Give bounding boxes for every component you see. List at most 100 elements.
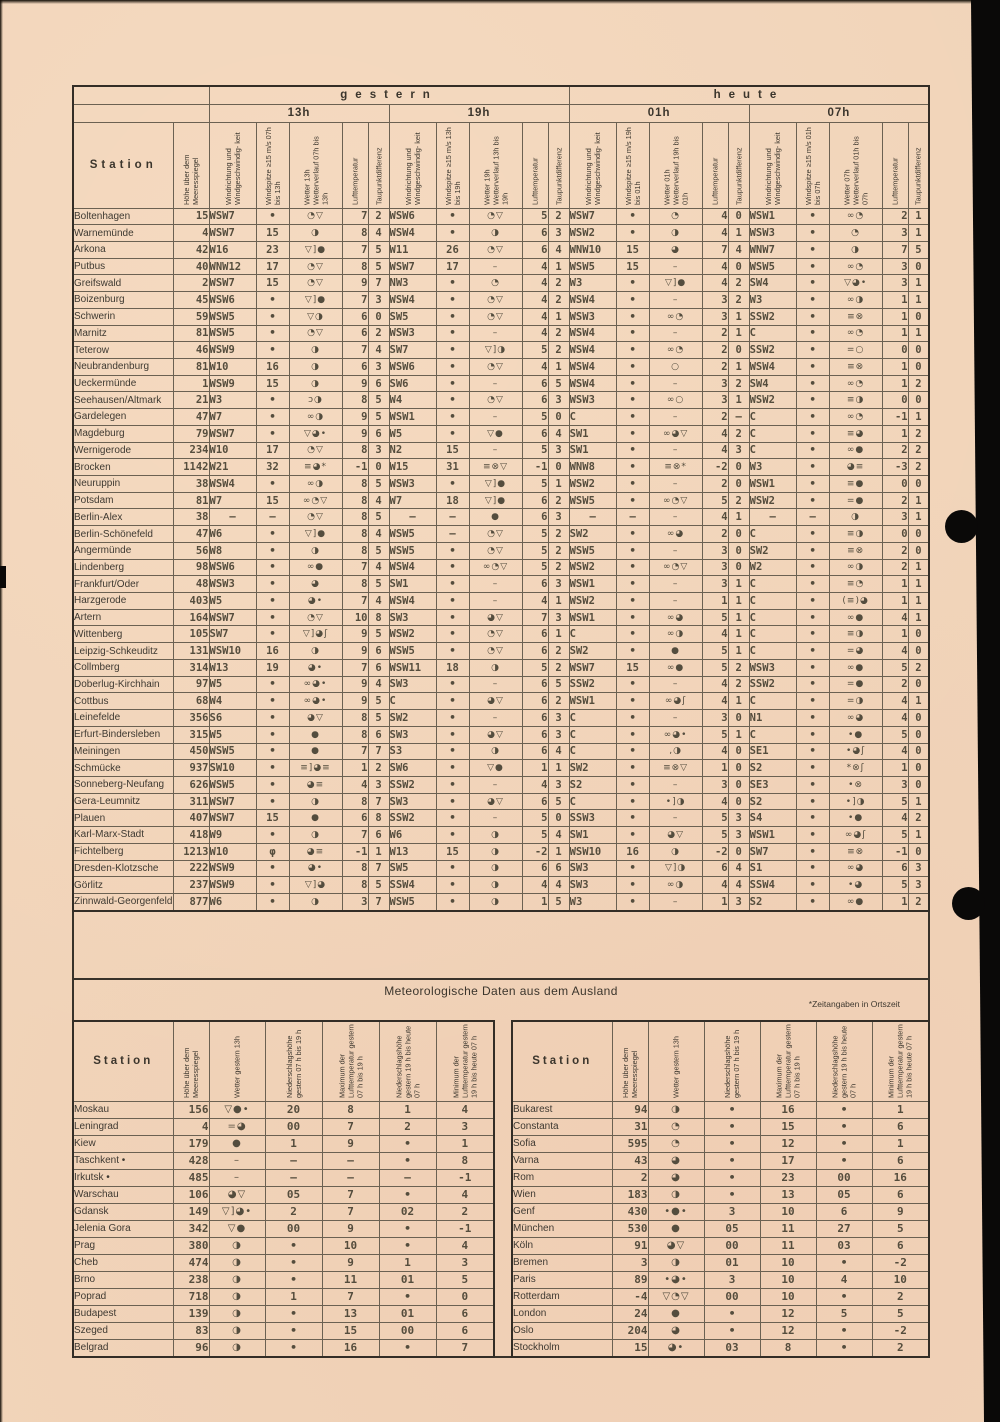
temperature-cell: 8 <box>341 441 369 460</box>
wind-direction: WSW <box>569 695 589 708</box>
table-row: Arkona 42 W16 23 ▽]● 7 5 W11 26 ◔▽ 6 4 WNW10 15 ◕ 7 4 WNW… <box>72 240 930 259</box>
temperature-cell: 8 <box>341 257 369 276</box>
weather-cell: ∞◔▽ <box>288 491 343 510</box>
weather-cell: ▽● <box>468 424 523 443</box>
gust-cell: • <box>795 575 830 594</box>
wind-direction: W <box>209 410 216 423</box>
wind-speed: 1 <box>768 828 775 841</box>
wind-speed: 2 <box>408 628 415 641</box>
gust-cell: • <box>795 608 830 627</box>
weather-cell: ● <box>208 1134 266 1153</box>
weather-cell: ◑ <box>208 1338 266 1358</box>
temperature-cell: 4 <box>521 274 549 293</box>
max-temp-cell: 7 <box>321 1287 380 1306</box>
wind-cell: WSW5 <box>568 257 617 276</box>
station-cell: Brocken <box>72 458 174 476</box>
gust-cell: 17 <box>255 257 290 276</box>
wind-speed: 3 <box>575 895 583 908</box>
wind-speed: 5 <box>228 778 235 791</box>
table-row: Frankfurt/Oder 48 WSW3 • ◕ 8 5 SW1 • –6 3 WSW1 • –3 1 C… <box>72 575 930 594</box>
column-label: Windspitze ≥15 m/s 19h bis 01h <box>623 127 642 205</box>
elevation-cell: 81 <box>172 324 210 343</box>
wind-speed: 2 <box>762 544 769 557</box>
wind-speed: 3 <box>755 293 763 306</box>
weather-cell: ◑ <box>288 374 343 393</box>
gust-cell: • <box>435 876 470 894</box>
weather-cell: ≡⊗ <box>828 307 883 326</box>
elevation-cell: 47 <box>172 408 210 426</box>
wind-speed: 3 <box>402 728 409 741</box>
wind-column-header: Windrichtung und Windgeschwindig- keit <box>748 121 797 209</box>
max-temp-cell: 13 <box>759 1185 817 1204</box>
weather-cell: ∞● <box>828 892 883 912</box>
wind-direction: N <box>389 444 396 457</box>
wind-cell: WSW6 <box>388 207 437 226</box>
wind-direction: WSW <box>569 310 589 323</box>
wind-cell: WSW3 <box>388 324 437 343</box>
gust-cell: • <box>795 842 830 861</box>
weather-cell: ◑ <box>208 1270 266 1289</box>
elevation-cell: 89 <box>611 1270 649 1289</box>
weather-cell: ▽]◑ <box>468 341 523 359</box>
dewpoint-cell: 5 <box>907 240 930 259</box>
gust-cell: 15 <box>435 842 470 861</box>
temperature-cell: 5 <box>701 658 729 677</box>
dewpoint-cell: 2 <box>907 892 930 912</box>
gust-cell: • <box>255 475 290 493</box>
gust-cell: • <box>795 357 830 376</box>
weather-cell: ≡◑ <box>828 391 883 410</box>
precip-day-cell: 03 <box>703 1338 761 1358</box>
station-cell: Teterow <box>72 341 174 359</box>
temperature-cell: 3 <box>701 775 729 794</box>
temperature-cell: 4 <box>521 357 549 376</box>
gust-cell: • <box>615 759 650 777</box>
table-row: Potsdam 81 W7 15 ∞◔▽ 8 4 W7 18 ▽]● 6 2 WSW5 • ∞◔▽ 5 2 WSW… <box>72 491 930 510</box>
gust-cell: • <box>795 541 830 560</box>
table-row: Varna 43 ◕ • 17 • 6 <box>511 1151 930 1170</box>
wind-cell: WNW10 <box>568 240 617 259</box>
weather-cell: ∞● <box>648 658 703 677</box>
gust-cell: 31 <box>435 458 470 476</box>
dewpoint-cell: 0 <box>727 558 750 577</box>
dewpoint-cell: 0 <box>727 341 750 359</box>
wind-speed: 2 <box>768 344 775 357</box>
wind-direction: S <box>749 812 756 825</box>
dewpoint-cell: 1 <box>907 408 930 426</box>
wind-direction: WSW <box>389 895 409 908</box>
dewpoint-cell: 5 <box>367 408 390 426</box>
weather-cell: ▽◑ <box>288 307 343 326</box>
weather-cell: ∞◔ <box>828 374 883 393</box>
wind-speed: 5 <box>402 310 409 323</box>
weather-cell: •◕ <box>828 876 883 894</box>
station-table-section: gestern heute 13h 19h 01h 07h Station Höhe über… <box>72 85 931 912</box>
temperature-cell: 6 <box>521 742 549 761</box>
wind-speed: 3 <box>408 477 415 490</box>
weather-cell: ≡◕* <box>288 458 343 476</box>
gust-cell: • <box>615 826 650 844</box>
gust-cell: • <box>255 608 290 627</box>
gust-cell: • <box>435 775 470 794</box>
weather-cell: ◕ <box>648 240 703 259</box>
elevation-cell: 2 <box>611 1168 649 1187</box>
dewpoint-cell: 2 <box>367 759 390 777</box>
temperature-cell: 4 <box>521 775 549 794</box>
elevation-cell: 407 <box>172 809 210 828</box>
wind-cell: C <box>568 408 617 426</box>
elevation-cell: 4 <box>172 224 210 242</box>
wind-speed: 9 <box>215 828 223 841</box>
wind-speed: 9 <box>228 344 235 357</box>
weather-cell: – <box>648 441 703 460</box>
temperature-cell: 9 <box>341 408 369 426</box>
gust-cell: • <box>795 692 830 711</box>
wind-speed: 2 <box>768 678 775 691</box>
dewpoint-cell: 0 <box>907 642 930 660</box>
wind-speed: 7 <box>228 427 235 440</box>
weather-cell: •]◑ <box>648 792 703 811</box>
weather-cell: ○ <box>648 357 703 376</box>
gust-cell: • <box>435 475 470 493</box>
station-column-header: Station <box>72 121 174 209</box>
dewpoint-cell: 1 <box>907 692 930 711</box>
elevation-cell: 38 <box>172 508 210 527</box>
wind-speed: 7 <box>402 344 409 357</box>
weather-cell: ∞◕ <box>828 859 883 878</box>
